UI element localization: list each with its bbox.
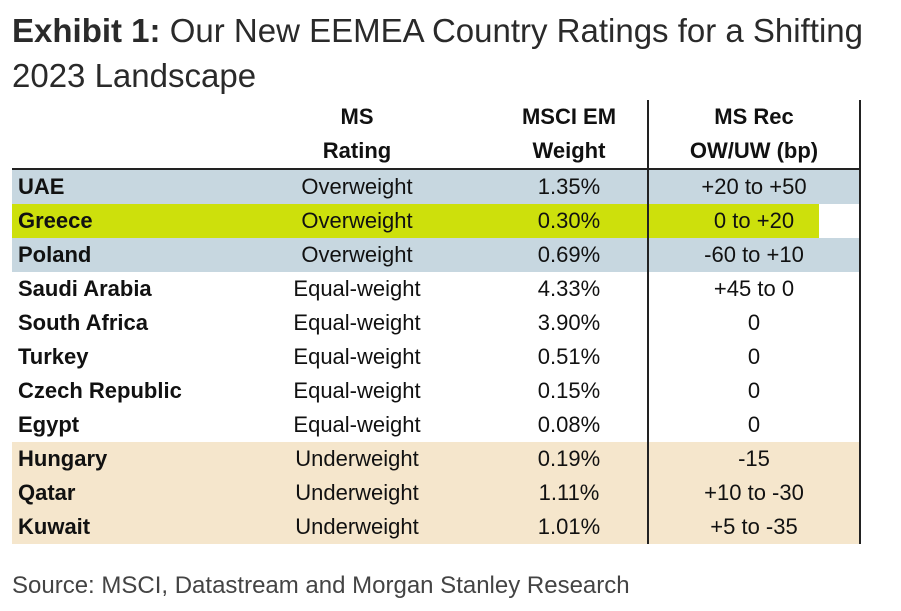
table-row: Czech Republic Equal-weight 0.15% 0 [12,374,861,408]
col-header-ms-rec-line1: MS Rec [647,100,861,134]
rating-cell: Equal-weight [293,276,421,301]
rec-cell: +10 to -30 [647,476,861,510]
rating-cell: Overweight [223,204,491,238]
rec-cell: 0 [647,374,861,408]
rec-cell: -60 to +10 [647,238,861,272]
rec-cell: +20 to +50 [647,169,861,204]
table-row: Egypt Equal-weight 0.08% 0 [12,408,861,442]
weight-cell: 0.08% [537,412,601,437]
rating-cell: Underweight [223,442,491,476]
header-row: MS MSCI EM MS Rec [12,100,861,134]
col-header-ms-rating-line1: MS [340,104,374,129]
rating-cell: Equal-weight [293,378,421,403]
rec-cell: +5 to -35 [647,510,861,544]
weight-cell: 0.69% [491,238,648,272]
col-header-msci-weight-line2: Weight [491,134,648,170]
country-cell: Czech Republic [18,378,182,403]
country-cell: Turkey [18,344,89,369]
country-cell: Egypt [18,412,80,437]
weight-cell: 0.30% [491,204,648,238]
weight-cell: 0.15% [537,378,601,403]
country-cell: Greece [12,204,223,238]
col-header-ms-rec-line2: OW/UW (bp) [647,134,861,170]
country-cell: Saudi Arabia [18,276,152,301]
country-cell: Kuwait [12,510,223,544]
rec-cell: 0 [647,340,861,374]
exhibit-title: Exhibit 1: Our New EEMEA Country Ratings… [12,8,901,108]
rec-cell: 0 [647,408,861,442]
country-cell: UAE [12,169,223,204]
table-row: Poland Overweight 0.69% -60 to +10 [12,238,861,272]
country-ratings-table: MS MSCI EM MS Rec Rating Weight OW/UW (b… [12,100,861,544]
weight-cell: 3.90% [537,310,601,335]
col-header-country-line2 [12,134,223,170]
weight-cell: 1.35% [491,169,648,204]
rating-cell: Equal-weight [293,310,421,335]
table-row: UAE Overweight 1.35% +20 to +50 [12,169,861,204]
exhibit-title-line1: Our New EEMEA Country Ratings for a Shif… [169,12,863,49]
header-row: Rating Weight OW/UW (bp) [12,134,861,170]
table-row: South Africa Equal-weight 3.90% 0 [12,306,861,340]
col-header-msci-weight-line1: MSCI EM [521,104,617,129]
weight-cell: 0.19% [491,442,648,476]
rec-cell: +45 to 0 [647,272,861,306]
country-cell: Qatar [12,476,223,510]
weight-cell: 4.33% [537,276,601,301]
rating-cell: Equal-weight [293,344,421,369]
table-row: Hungary Underweight 0.19% -15 [12,442,861,476]
country-cell: South Africa [18,310,148,335]
rating-cell: Underweight [223,476,491,510]
exhibit-title-line2: 2023 Landscape [12,57,257,94]
rating-cell: Overweight [223,169,491,204]
rating-cell: Overweight [223,238,491,272]
col-header-ms-rating-line2: Rating [223,134,491,170]
weight-cell: 1.01% [491,510,648,544]
table-row: Qatar Underweight 1.11% +10 to -30 [12,476,861,510]
weight-cell: 1.11% [491,476,648,510]
rec-cell: 0 [647,306,861,340]
col-header-country [12,100,223,134]
country-cell: Hungary [12,442,223,476]
rec-cell: 0 to +20 [647,204,861,238]
country-cell: Poland [12,238,223,272]
table-row: Saudi Arabia Equal-weight 4.33% +45 to 0 [12,272,861,306]
table-row: Turkey Equal-weight 0.51% 0 [12,340,861,374]
source-note: Source: MSCI, Datastream and Morgan Stan… [12,572,630,599]
rec-cell: -15 [647,442,861,476]
rating-cell: Underweight [223,510,491,544]
table-row: Kuwait Underweight 1.01% +5 to -35 [12,510,861,544]
table-row-highlighted: Greece Overweight 0.30% 0 to +20 [12,204,861,238]
weight-cell: 0.51% [537,344,601,369]
rating-cell: Equal-weight [293,412,421,437]
exhibit-label: Exhibit 1: [12,12,161,49]
